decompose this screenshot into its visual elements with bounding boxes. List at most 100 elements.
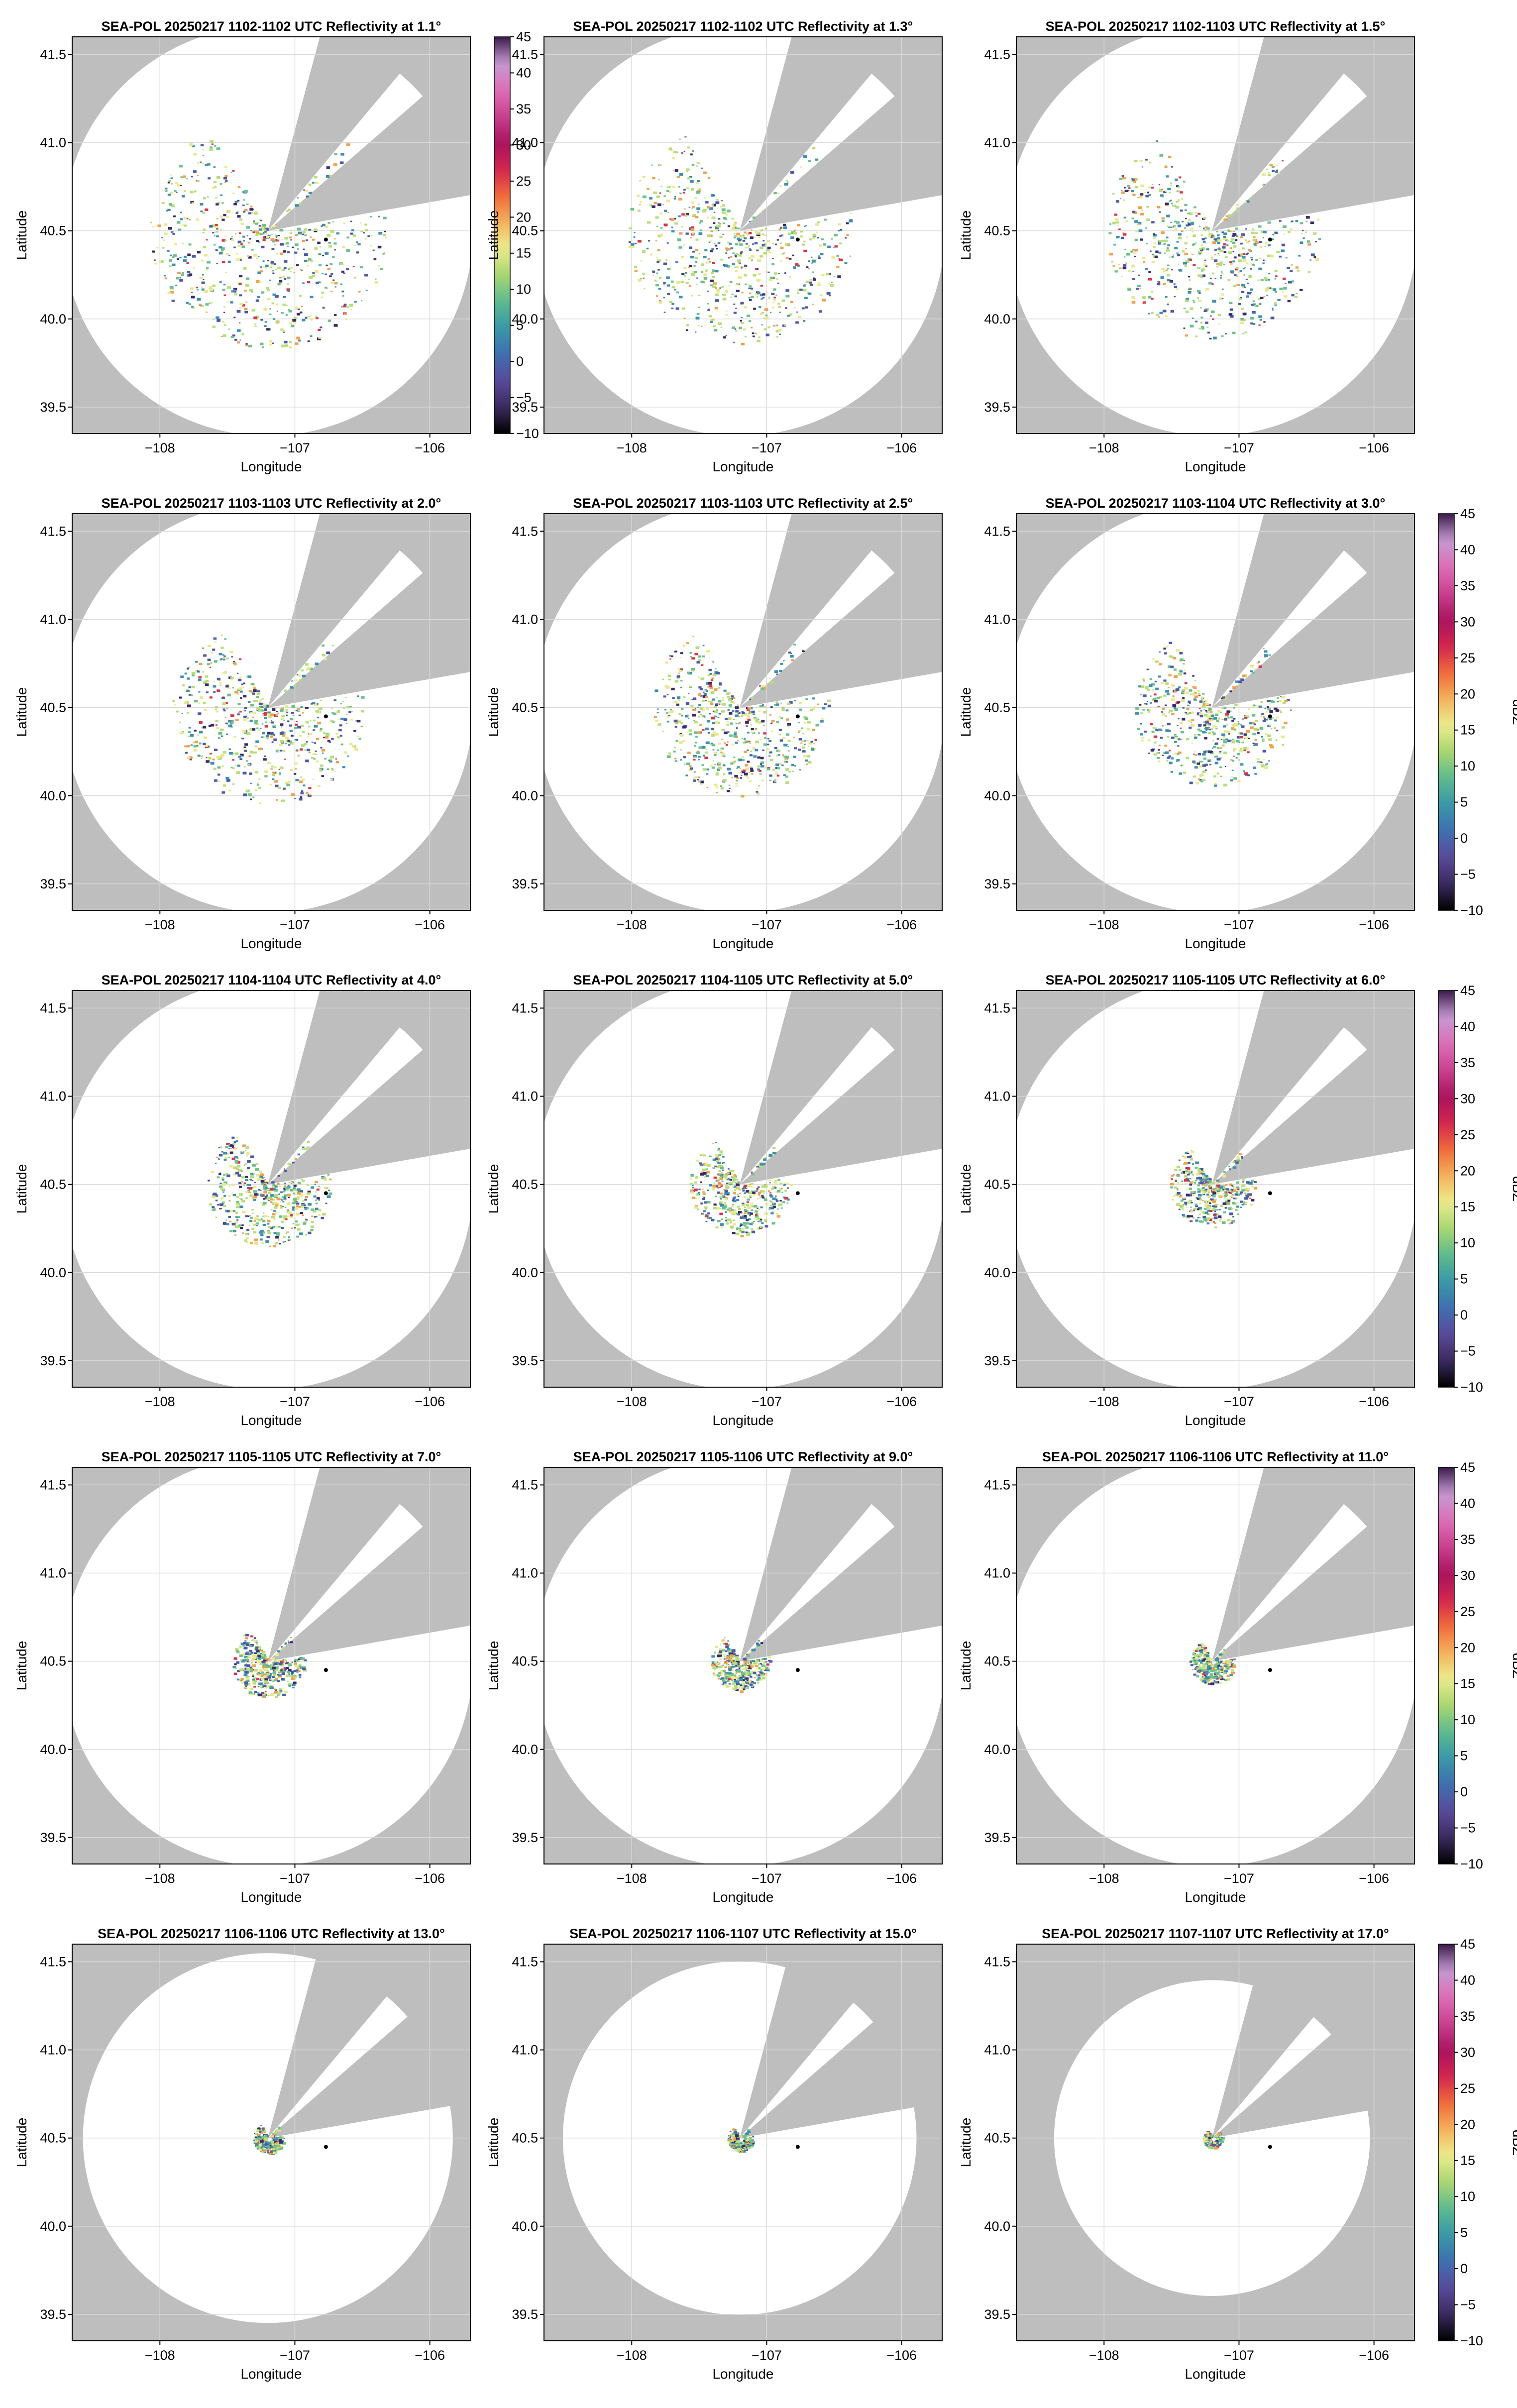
echo-cell [329, 1178, 332, 1181]
echo-cell [700, 1181, 703, 1183]
echo-cell [218, 251, 223, 255]
echo-cell [1183, 672, 1187, 674]
echo-cell [796, 311, 798, 313]
echo-cell [288, 1197, 290, 1199]
echo-cell [747, 284, 750, 286]
echo-cell [218, 780, 220, 782]
echo-cell [312, 182, 315, 184]
echo-cell [1245, 774, 1247, 776]
echo-cell [292, 1161, 295, 1164]
echo-cell [749, 1195, 752, 1198]
echo-cell [1213, 717, 1217, 720]
echo-cell [1276, 730, 1279, 732]
echo-cell [331, 645, 334, 647]
echo-cell [697, 776, 700, 778]
echo-cell [210, 753, 212, 755]
echo-cell [785, 768, 789, 771]
echo-cell [815, 223, 819, 226]
echo-cell [1162, 708, 1165, 710]
echo-cell [750, 287, 754, 290]
echo-cell [761, 1197, 765, 1199]
echo-cell [215, 1162, 217, 1164]
echo-cell [190, 744, 193, 746]
echo-cell [249, 1215, 251, 1217]
echo-cell [1194, 212, 1197, 214]
echo-cell [1168, 192, 1171, 194]
echo-cell [179, 721, 181, 723]
echo-cell [772, 258, 774, 259]
echo-cell [798, 730, 801, 732]
echo-cell [1258, 225, 1262, 228]
echo-cell [1177, 701, 1181, 704]
echo-cell [787, 726, 789, 727]
echo-cell [264, 1196, 268, 1199]
echo-cell [737, 740, 739, 741]
echo-cell [685, 702, 690, 705]
echo-cell [252, 692, 255, 695]
echo-cell [1198, 708, 1201, 709]
echo-cell [1288, 231, 1291, 233]
echo-cell [774, 704, 777, 706]
echo-cell [647, 188, 650, 190]
echo-cell [1281, 696, 1285, 699]
echo-cell [740, 777, 742, 779]
echo-cell [1147, 191, 1150, 194]
echo-cell [707, 303, 709, 305]
echo-cell [249, 798, 252, 800]
echo-cell [672, 697, 675, 699]
echo-cell [700, 1164, 703, 1167]
echo-cell [281, 275, 285, 278]
echo-cell [1191, 227, 1193, 230]
echo-cell [340, 703, 342, 705]
echo-cell [712, 722, 715, 724]
echo-cell [756, 1213, 758, 1214]
echo-cell [305, 1218, 307, 1219]
echo-cell [735, 1179, 737, 1181]
echo-cell [1242, 247, 1245, 250]
echo-cell [356, 251, 359, 254]
echo-cell [703, 255, 707, 258]
echo-cell [306, 195, 309, 198]
echo-cell [1234, 740, 1236, 742]
echo-cell [710, 284, 713, 287]
echo-cell [250, 206, 253, 208]
echo-cell [216, 726, 219, 729]
echo-cell [683, 763, 686, 765]
echo-cell [1180, 658, 1184, 661]
echo-cell [698, 162, 701, 164]
echo-cell [172, 232, 175, 235]
echo-cell [802, 289, 807, 292]
y-tick-label: 40.5 [40, 223, 66, 238]
echo-cell [715, 721, 719, 724]
echo-cell [197, 162, 200, 164]
echo-cell [254, 1193, 258, 1196]
echo-cell [674, 169, 678, 172]
echo-cell [182, 272, 184, 274]
echo-cell [1166, 760, 1169, 762]
echo-cell [750, 697, 754, 700]
echo-cell [261, 245, 265, 248]
echo-cell [270, 1194, 274, 1197]
echo-cell [268, 1189, 270, 1190]
echo-cell [245, 1191, 248, 1193]
echo-cell [212, 326, 216, 328]
echo-cell [1189, 258, 1192, 261]
echo-cell [698, 731, 702, 734]
echo-cell [633, 236, 636, 238]
echo-cell [787, 258, 790, 259]
echo-cell [723, 773, 726, 775]
echo-cell [761, 685, 766, 688]
echo-cell [177, 184, 181, 187]
echo-cell [663, 312, 666, 313]
echo-cell [1252, 300, 1255, 302]
echo-cell [345, 697, 347, 698]
echo-cell [781, 707, 784, 709]
echo-cell [673, 198, 676, 200]
echo-cell [267, 1197, 271, 1200]
echo-cell [764, 1220, 767, 1222]
echo-cell [654, 689, 658, 692]
x-tick-label: −108 [145, 917, 175, 932]
echo-cell [790, 1184, 793, 1187]
echo-cell [705, 1220, 708, 1222]
echo-cell [213, 691, 216, 693]
